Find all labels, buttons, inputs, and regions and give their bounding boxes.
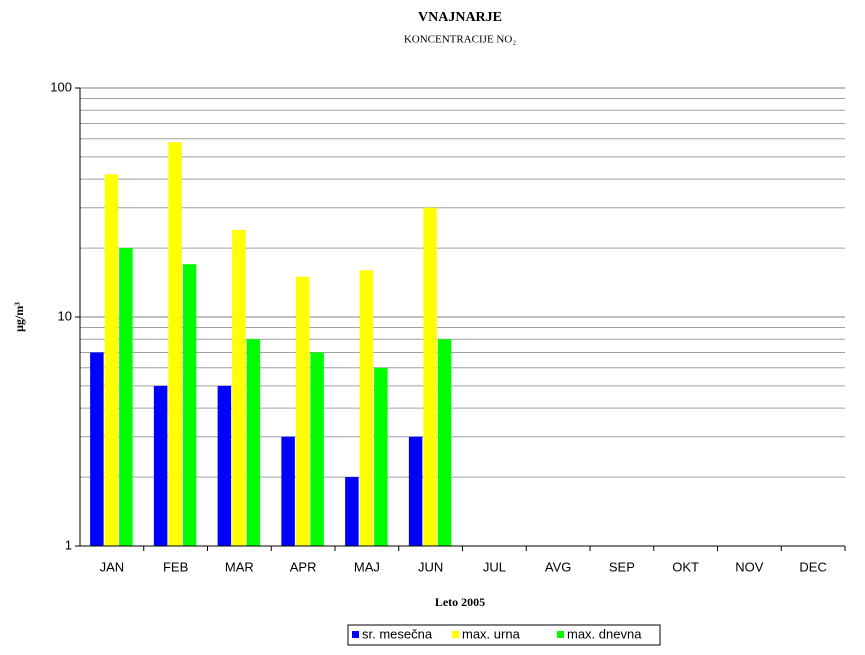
bar: [153, 385, 168, 546]
bar: [310, 352, 324, 546]
x-tick-label: MAJ: [354, 559, 380, 574]
y-tick-label: 100: [50, 79, 72, 94]
legend-swatch: [557, 631, 564, 638]
y-tick-label: 10: [58, 308, 72, 323]
y-tick-label: 1: [65, 537, 72, 552]
chart-title: VNAJNARJE: [418, 10, 502, 25]
bar: [182, 264, 197, 546]
bar: [168, 142, 182, 546]
x-tick-label: AVG: [545, 559, 572, 574]
x-tick-label: JUL: [483, 559, 506, 574]
bar: [408, 436, 423, 546]
bar: [90, 352, 104, 546]
x-tick-label: APR: [290, 559, 317, 574]
legend-label: max. urna: [462, 626, 521, 641]
legend-swatch: [452, 631, 459, 638]
bar: [232, 229, 246, 546]
bar: [281, 436, 295, 546]
bar: [359, 270, 374, 546]
legend-box: [347, 624, 661, 646]
chart-subtitle: KONCENTRACIJE NO₂: [404, 34, 516, 46]
x-tick-label: SEP: [609, 559, 635, 574]
x-tick-label: OKT: [672, 559, 699, 574]
bar: [104, 174, 119, 546]
y-axis-label: μg/m³: [12, 302, 26, 332]
legend-swatch: [352, 631, 359, 638]
x-axis-label: Leto 2005: [435, 595, 485, 609]
x-tick-label: MAR: [225, 559, 254, 574]
legend-label: sr. mesečna: [362, 626, 433, 641]
x-tick-label: FEB: [163, 559, 188, 574]
x-tick-label: JAN: [100, 559, 125, 574]
bar: [295, 276, 310, 546]
bar: [217, 385, 232, 546]
bar: [374, 367, 388, 546]
bar: [437, 339, 452, 546]
bar: [423, 207, 437, 546]
bar: [345, 477, 359, 546]
x-tick-label: NOV: [735, 559, 764, 574]
x-tick-label: JUN: [418, 559, 443, 574]
bar: [119, 248, 133, 546]
legend-label: max. dnevna: [567, 626, 642, 641]
x-tick-label: DEC: [799, 559, 826, 574]
bar: [246, 339, 261, 546]
